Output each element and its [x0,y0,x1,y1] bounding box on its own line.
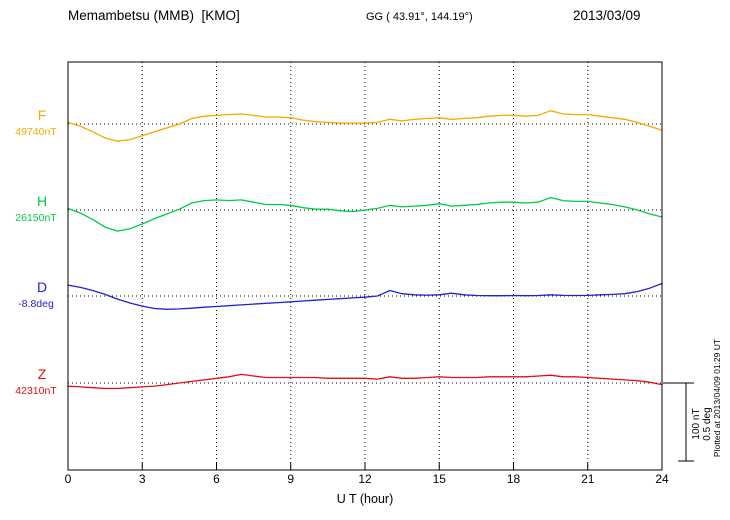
series-label-Z: Z [37,366,47,382]
page-title: Memambetsu (MMB) [KMO] [68,8,240,23]
station-coordinates: GG ( 43.91°, 144.19°) [366,11,473,23]
trace-F [67,110,663,142]
x-tick-labels: 0 3 6 9 12 15 18 21 24 [0,472,730,488]
x-tick-label-6: 6 [213,472,220,486]
scale-label-nt: 100 nT [691,408,702,439]
x-tick-label-3: 3 [138,472,146,486]
series-label-H: H [36,193,48,209]
x-tick-label-18: 18 [506,472,521,486]
x-tick-label-0: 0 [64,472,72,486]
x-axis-label: U T (hour) [336,492,394,506]
trace-Z [67,373,663,390]
series-baseline-value-Z: 42310nT [15,385,57,397]
scale-label-deg: 0.5 deg [702,407,713,440]
scale-bar [663,382,694,462]
series-baseline-value-D: -8.8deg [18,298,54,310]
chart-layer [67,62,663,470]
x-tick-label-12: 12 [358,472,372,486]
plot-date: 2013/03/09 [573,8,641,23]
series-baseline-value-F: 49740nT [15,126,57,138]
trace-H [67,196,663,232]
plotted-at-note: Plotted at 2013/04/09 01:29 UT [712,339,722,457]
x-tick-label-21: 21 [581,472,595,486]
plot-frame [67,61,663,471]
x-tick-label-15: 15 [432,472,446,486]
x-tick-label-9: 9 [287,472,295,486]
x-tick-label-24: 24 [655,472,669,486]
series-baseline-value-H: 26150nT [15,212,57,224]
trace-D [67,282,663,310]
series-label-D: D [36,279,48,295]
series-label-F: F [37,107,47,123]
